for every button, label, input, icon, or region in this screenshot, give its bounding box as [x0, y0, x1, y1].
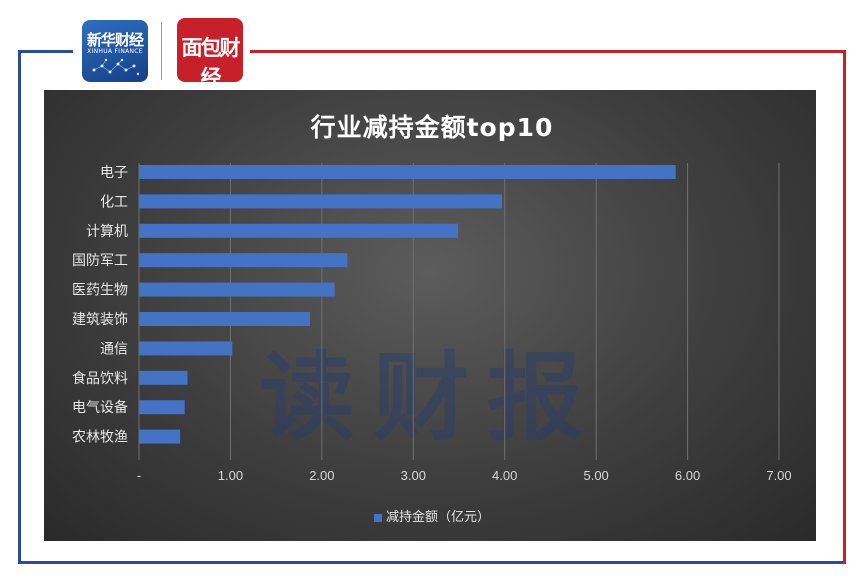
- bar: [139, 165, 676, 179]
- category-label: 通信: [100, 341, 128, 357]
- frame-blue-top: [18, 50, 73, 53]
- mianbao-finance-logo: 面包财经: [177, 18, 243, 82]
- x-tick-label: 1.00: [218, 468, 243, 483]
- legend-label: 减持金额（亿元）: [385, 510, 490, 525]
- category-label: 国防军工: [72, 253, 128, 269]
- x-tick-label: -: [137, 468, 141, 483]
- x-tick-label: 2.00: [309, 468, 334, 483]
- bar: [139, 253, 348, 268]
- legend: 减持金额（亿元）: [0, 506, 864, 525]
- x-tick-label: 4.00: [492, 468, 517, 483]
- category-label: 计算机: [86, 224, 128, 240]
- category-label: 农林牧渔: [72, 430, 128, 446]
- xinhua-finance-logo: 新华财经 XINHUA FINANCE: [82, 20, 148, 82]
- bar: [139, 429, 181, 444]
- watermark: 读财报: [259, 342, 601, 454]
- xinhua-logo-title: 新华财经: [86, 31, 144, 49]
- bar-layer: [139, 165, 676, 444]
- category-label: 电气设备: [72, 399, 128, 416]
- category-label: 化工: [100, 194, 128, 210]
- logo-divider: [161, 22, 162, 80]
- category-label: 电子: [100, 165, 128, 181]
- bar: [139, 370, 188, 385]
- xinhua-logo-dots: [92, 58, 140, 76]
- label-layer: - 1.00 2.00 3.00 4.00 5.00 6.00 7.00 电子化工计算机国防军工…: [72, 165, 792, 483]
- category-label: 医药生物: [72, 283, 128, 299]
- frame-red-top: [250, 50, 846, 53]
- mianbao-logo-title: 面包财经: [181, 36, 241, 82]
- bar: [139, 282, 335, 297]
- category-label: 建筑装饰: [72, 312, 128, 328]
- chart-title: 行业减持金额top10: [310, 113, 554, 142]
- bar: [139, 400, 185, 415]
- frame-blue-left: [18, 50, 21, 564]
- x-tick-label: 6.00: [675, 468, 700, 483]
- legend-swatch: [373, 513, 382, 522]
- category-label: 食品饮料: [72, 370, 128, 387]
- xinhua-logo-subtitle: XINHUA FINANCE: [87, 48, 143, 55]
- frame-blue-bottom: [18, 561, 846, 564]
- bar: [139, 223, 459, 238]
- x-tick-label: 5.00: [583, 468, 608, 483]
- bar: [139, 341, 233, 356]
- x-tick-label: 7.00: [766, 468, 791, 483]
- bar: [139, 194, 502, 209]
- frame-red-right: [843, 50, 846, 564]
- bar: [139, 312, 310, 326]
- x-tick-label: 3.00: [401, 468, 426, 483]
